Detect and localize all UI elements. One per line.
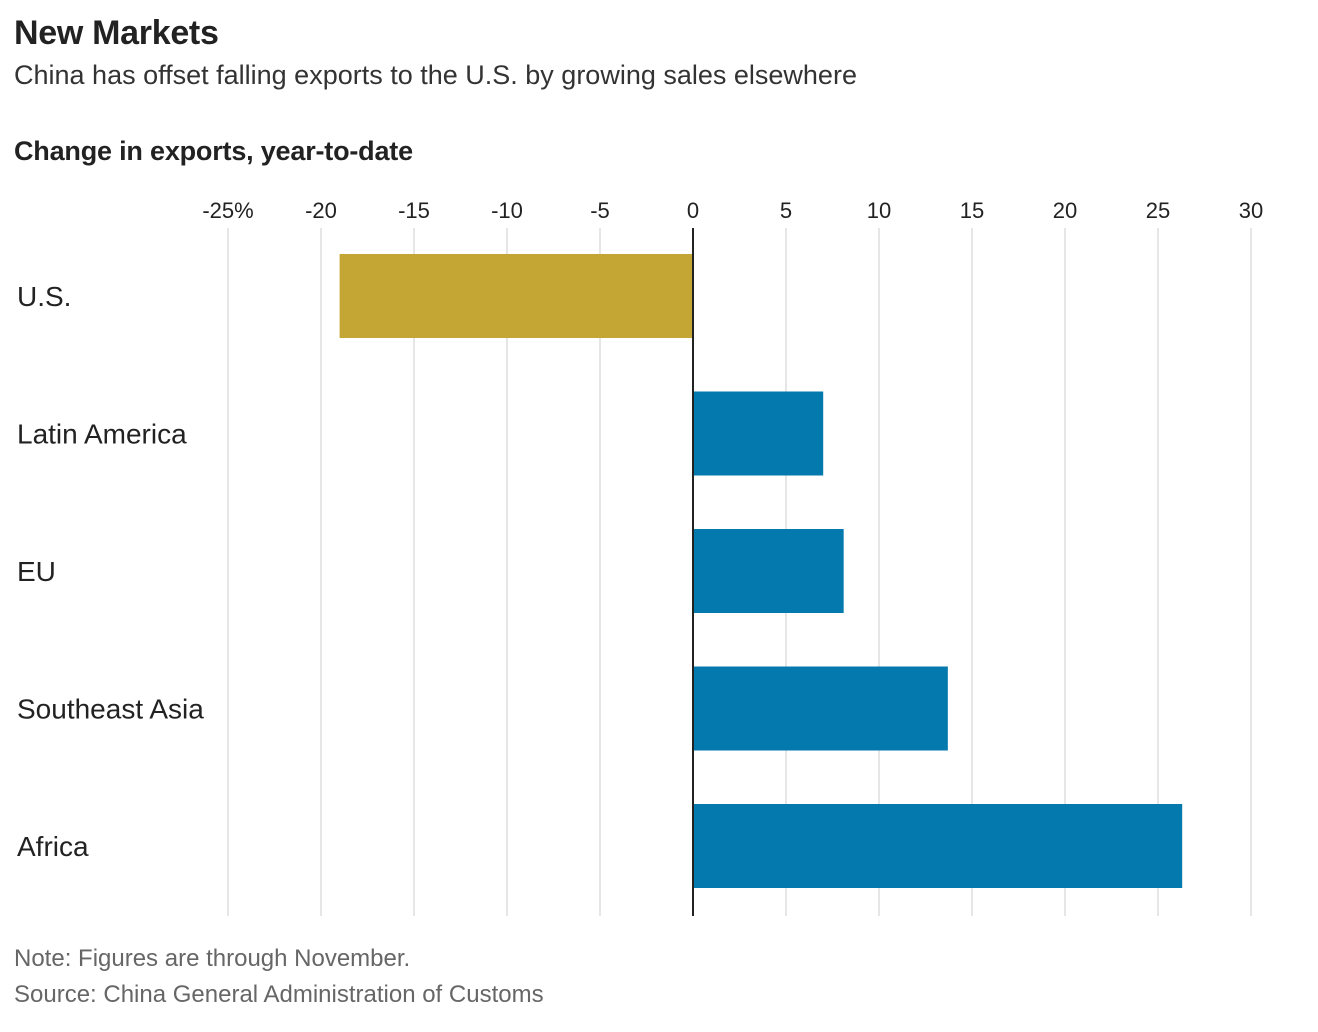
x-tick-label: 5: [780, 198, 792, 223]
bar: [693, 804, 1183, 888]
axis-title: Change in exports, year-to-date: [14, 136, 413, 166]
bar: [693, 391, 824, 476]
bar: [339, 254, 693, 338]
x-tick-label: -10: [491, 198, 523, 223]
x-tick-label: 25: [1146, 198, 1170, 223]
bar: [693, 529, 844, 613]
x-tick-label: 30: [1239, 198, 1263, 223]
category-label: U.S.: [17, 281, 71, 312]
x-tick-label: 10: [867, 198, 891, 223]
bars: [339, 254, 1183, 888]
x-tick-label: -25%: [202, 198, 253, 223]
x-tick-label: -15: [398, 198, 430, 223]
bar-chart: -25% -20 -15 -10 -5 0 5 10 15 20 25 30 U.S. Latin Am…: [17, 198, 1263, 916]
chart-title: New Markets: [14, 14, 219, 52]
category-label: Latin America: [17, 419, 187, 450]
x-tick-label: 15: [960, 198, 984, 223]
x-tick-label: -20: [305, 198, 337, 223]
x-tick-label: 0: [687, 198, 699, 223]
category-label: Southeast Asia: [17, 694, 204, 725]
source-note: Source: China General Administration of …: [14, 981, 544, 1008]
footnote: Note: Figures are through November.: [14, 945, 411, 972]
category-label: EU: [17, 556, 56, 587]
x-tick-label: -5: [590, 198, 610, 223]
x-axis-ticks: -25% -20 -15 -10 -5 0 5 10 15 20 25 30: [202, 198, 1263, 223]
chart-subtitle: China has offset falling exports to the …: [14, 60, 857, 90]
category-labels: U.S. Latin America EU Southeast Asia Africa: [17, 281, 204, 862]
category-label: Africa: [17, 831, 89, 862]
bar: [693, 666, 948, 751]
x-tick-label: 20: [1053, 198, 1077, 223]
